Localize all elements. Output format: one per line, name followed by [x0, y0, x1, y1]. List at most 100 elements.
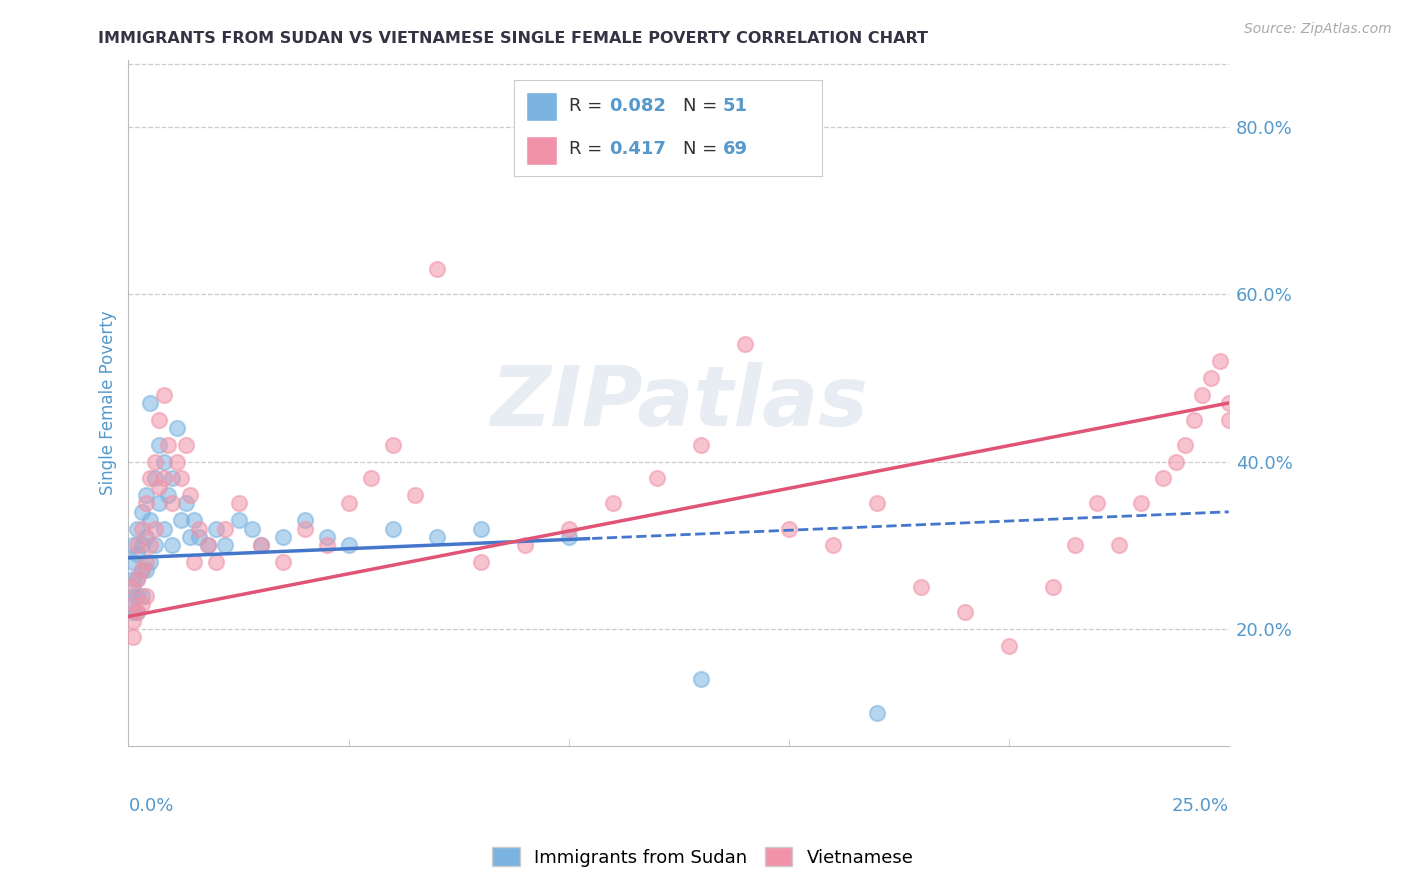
Point: [122, 597, 145, 611]
Point: [1174, 438, 1197, 452]
Point: [131, 564, 153, 578]
Point: [131, 564, 153, 578]
Point: [170, 471, 193, 485]
Point: [214, 538, 236, 552]
Point: [866, 706, 889, 720]
Point: [821, 538, 844, 552]
Point: [131, 538, 153, 552]
Point: [425, 262, 447, 277]
Point: [135, 488, 157, 502]
Point: [1042, 580, 1064, 594]
Point: [143, 538, 166, 552]
Point: [131, 597, 153, 611]
Point: [166, 454, 188, 468]
Point: [187, 530, 209, 544]
Point: [179, 530, 201, 544]
Point: [131, 589, 153, 603]
Point: [425, 530, 447, 544]
Point: [557, 522, 579, 536]
Point: [131, 505, 153, 519]
Point: [602, 496, 624, 510]
Point: [337, 538, 360, 552]
Point: [127, 547, 149, 561]
Point: [1218, 396, 1240, 410]
Text: 25.0%: 25.0%: [1171, 797, 1229, 814]
Text: IMMIGRANTS FROM SUDAN VS VIETNAMESE SINGLE FEMALE POVERTY CORRELATION CHART: IMMIGRANTS FROM SUDAN VS VIETNAMESE SING…: [98, 31, 928, 46]
Point: [1152, 471, 1174, 485]
Point: [315, 530, 337, 544]
Point: [135, 555, 157, 569]
Point: [1209, 354, 1232, 368]
Point: [139, 396, 162, 410]
Point: [360, 471, 382, 485]
Point: [127, 605, 149, 619]
Point: [157, 488, 180, 502]
Point: [127, 605, 149, 619]
Point: [294, 513, 316, 527]
Point: [122, 614, 145, 628]
Text: ZIPatlas: ZIPatlas: [489, 362, 868, 443]
Point: [1182, 413, 1205, 427]
Point: [152, 471, 174, 485]
Point: [135, 564, 157, 578]
Point: [179, 488, 201, 502]
Point: [271, 530, 294, 544]
Point: [734, 337, 756, 351]
Point: [122, 605, 145, 619]
Point: [174, 438, 197, 452]
Point: [152, 387, 174, 401]
Point: [197, 538, 219, 552]
Text: 0.0%: 0.0%: [128, 797, 174, 814]
Point: [135, 530, 157, 544]
Point: [381, 438, 404, 452]
Point: [183, 513, 205, 527]
Point: [294, 522, 316, 536]
Point: [271, 555, 294, 569]
Point: [778, 522, 800, 536]
Point: [131, 522, 153, 536]
Point: [910, 580, 932, 594]
Point: [148, 496, 170, 510]
Point: [315, 538, 337, 552]
Point: [249, 538, 271, 552]
Point: [122, 555, 145, 569]
Point: [143, 471, 166, 485]
Point: [166, 421, 188, 435]
Point: [135, 496, 157, 510]
Point: [1191, 387, 1213, 401]
Point: [122, 580, 145, 594]
Point: [205, 555, 228, 569]
Point: [135, 589, 157, 603]
Point: [127, 589, 149, 603]
Point: [689, 438, 711, 452]
Point: [143, 454, 166, 468]
Point: [143, 522, 166, 536]
Point: [866, 496, 889, 510]
Point: [1199, 371, 1222, 385]
Point: [148, 413, 170, 427]
Point: [139, 513, 162, 527]
Point: [162, 471, 184, 485]
Point: [127, 538, 149, 552]
Point: [197, 538, 219, 552]
Point: [470, 522, 492, 536]
Legend: Immigrants from Sudan, Vietnamese: Immigrants from Sudan, Vietnamese: [485, 840, 921, 874]
Point: [152, 454, 174, 468]
Point: [122, 631, 145, 645]
Point: [122, 572, 145, 586]
Point: [214, 522, 236, 536]
Point: [953, 605, 976, 619]
Point: [127, 572, 149, 586]
Point: [228, 513, 250, 527]
Point: [162, 538, 184, 552]
Point: [122, 538, 145, 552]
Point: [1129, 496, 1152, 510]
Point: [127, 522, 149, 536]
Point: [205, 522, 228, 536]
Point: [183, 555, 205, 569]
Point: [127, 572, 149, 586]
Point: [1218, 413, 1240, 427]
Point: [513, 538, 536, 552]
Point: [470, 555, 492, 569]
Point: [228, 496, 250, 510]
